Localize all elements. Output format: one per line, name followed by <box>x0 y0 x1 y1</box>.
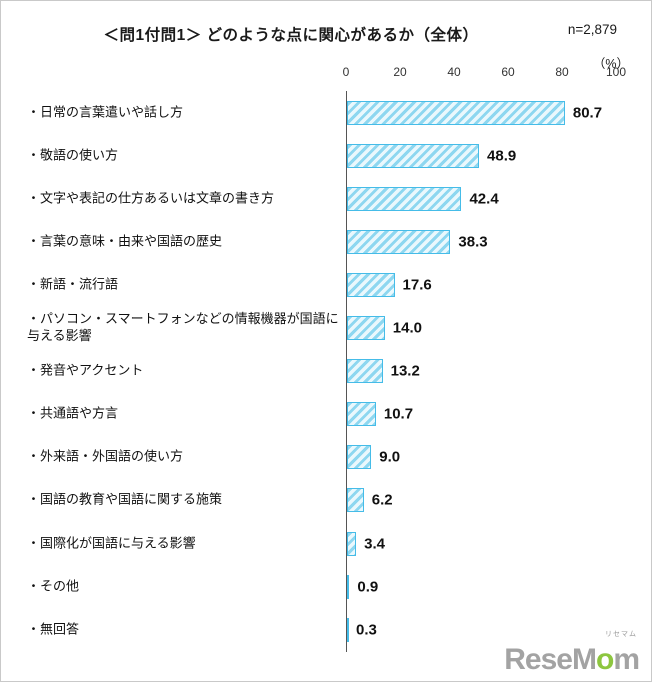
bar <box>347 143 480 168</box>
value-label: 13.2 <box>390 362 420 380</box>
sample-size-label: n=2,879 <box>567 22 617 37</box>
value-label: 6.2 <box>371 491 393 509</box>
value-label: 38.3 <box>458 233 488 251</box>
chart-row: ・新語・流行語 17.6 <box>1 263 651 306</box>
chart-row: ・文字や表記の仕方あるいは文章の書き方 42.4 <box>1 177 651 220</box>
bar <box>347 617 349 642</box>
category-label: ・外来語・外国語の使い方 <box>27 448 184 464</box>
value-label: 14.0 <box>392 319 422 337</box>
logo-part-gray3: m <box>613 643 640 676</box>
value-label: 42.4 <box>469 190 499 208</box>
bar <box>347 488 364 513</box>
chart-row: ・国語の教育や国語に関する施策 6.2 <box>1 479 651 522</box>
chart-row: ・無回答 0.3 <box>1 608 651 651</box>
logo-part-green: o <box>595 643 614 676</box>
category-label: ・その他 <box>27 578 80 594</box>
category-label: ・敬語の使い方 <box>27 147 119 163</box>
bar <box>347 445 372 470</box>
x-tick-label: 100 <box>605 65 627 79</box>
bar <box>347 100 565 125</box>
category-label: ・国際化が国語に与える影響 <box>27 535 196 551</box>
chart-title: ＜問1付問1＞ どのような点に関心があるか（全体） <box>103 27 479 44</box>
category-label: ・共通語や方言 <box>27 405 119 421</box>
x-tick-label: 80 <box>555 65 569 79</box>
chart-row: ・発音やアクセント 13.2 <box>1 350 651 393</box>
value-label: 3.4 <box>364 535 386 553</box>
chart-row: ・パソコン・スマートフォンなどの情報機器が国語に与える影響 14.0 <box>1 307 651 350</box>
bar <box>347 316 385 341</box>
resemom-logo: ReseMom <box>504 643 640 676</box>
value-label: 0.9 <box>357 578 379 596</box>
category-label: ・日常の言葉遣いや話し方 <box>27 104 184 120</box>
value-label: 48.9 <box>487 147 517 165</box>
bar <box>347 229 451 254</box>
value-label: 80.7 <box>572 104 603 122</box>
category-label: ・文字や表記の仕方あるいは文章の書き方 <box>27 190 275 206</box>
chart-row: ・敬語の使い方 48.9 <box>1 134 651 177</box>
bar <box>347 574 350 599</box>
x-tick-label: 20 <box>393 65 407 79</box>
chart-row: ・日常の言葉遣いや話し方 80.7 <box>1 91 651 134</box>
category-label: ・パソコン・スマートフォンなどの情報機器が国語に与える影響 <box>27 311 339 344</box>
chart-row: ・共通語や方言 10.7 <box>1 393 651 436</box>
category-label: ・新語・流行語 <box>27 276 119 292</box>
category-label: ・発音やアクセント <box>27 362 144 378</box>
value-label: 0.3 <box>356 621 377 639</box>
bar <box>347 186 462 211</box>
chart-row: ・国際化が国語に与える影響 3.4 <box>1 522 651 565</box>
x-tick-label: 60 <box>501 65 515 79</box>
category-label: ・国語の教育や国語に関する施策 <box>27 491 223 507</box>
chart-row: ・外来語・外国語の使い方 9.0 <box>1 436 651 479</box>
chart-row: ・言葉の意味・由来や国語の歴史 38.3 <box>1 220 651 263</box>
bar <box>347 272 395 297</box>
value-label: 9.0 <box>379 448 401 466</box>
value-label: 17.6 <box>402 276 432 294</box>
logo-part-gray2: M <box>571 643 597 676</box>
bar <box>347 402 376 427</box>
x-tick-label: 0 <box>342 65 350 79</box>
bar <box>347 531 357 556</box>
chart-row: ・その他 0.9 <box>1 565 651 608</box>
x-tick-label: 40 <box>447 65 461 79</box>
value-label: 10.7 <box>383 405 414 423</box>
unit-label: （%） <box>592 57 629 71</box>
category-label: ・言葉の意味・由来や国語の歴史 <box>27 233 223 249</box>
logo-part-gray1: Rese <box>504 643 573 676</box>
bar <box>347 359 383 384</box>
category-label: ・無回答 <box>27 621 80 637</box>
logo-small-text: リセマム <box>605 631 637 638</box>
y-axis-line <box>346 91 347 652</box>
